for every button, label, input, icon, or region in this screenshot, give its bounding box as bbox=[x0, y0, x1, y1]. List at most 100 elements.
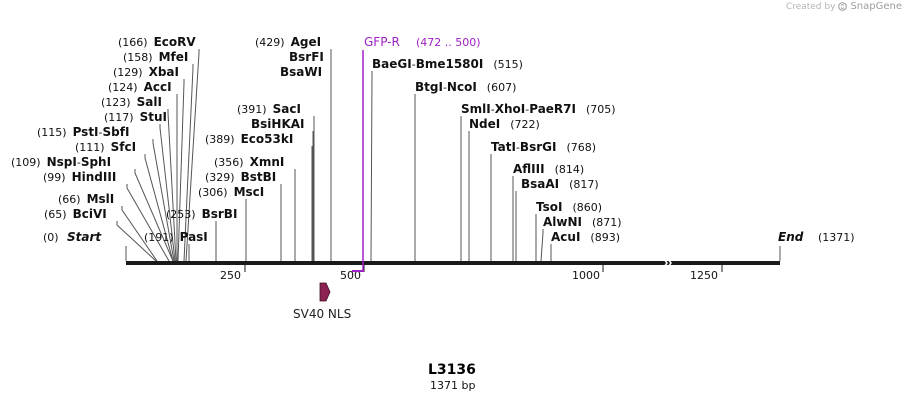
site-agei[interactable]: (429) AgeI bbox=[255, 35, 321, 49]
site-position: (123) bbox=[101, 96, 131, 109]
site-position: (109) bbox=[11, 156, 41, 169]
site-separator: - bbox=[77, 156, 81, 169]
site-position: (253) bbox=[166, 208, 196, 221]
snapgene-logo-icon bbox=[838, 2, 848, 11]
cut-line bbox=[116, 221, 157, 262]
enzyme-name: SphI bbox=[81, 155, 111, 169]
site-tati-bsrgi[interactable]: TatI - BsrGI (768) bbox=[491, 140, 596, 154]
cut-line bbox=[134, 169, 174, 262]
site-position: (329) bbox=[205, 171, 235, 184]
enzyme-name: BsrBI bbox=[202, 207, 238, 221]
site-position: (66) bbox=[58, 193, 81, 206]
snapgene-credit: Created by SnapGene bbox=[786, 1, 902, 12]
site-psti-sbfi[interactable]: (115) PstI - SbfI bbox=[37, 125, 129, 139]
map-length: 1371 bp bbox=[430, 379, 475, 392]
site-afliii[interactable]: AflIII (814) bbox=[513, 162, 584, 176]
tick-500: 500 bbox=[340, 269, 361, 282]
backbone-break bbox=[663, 258, 672, 268]
feature-arrow-icon bbox=[319, 282, 331, 302]
enzyme-name: SalI bbox=[137, 95, 162, 109]
enzyme-name: XbaI bbox=[149, 65, 179, 79]
enzyme-name: MfeI bbox=[159, 50, 189, 64]
enzyme-name: XmnI bbox=[250, 155, 285, 169]
site-eco53ki[interactable]: (389) Eco53kI bbox=[205, 132, 293, 146]
credit-brand: SnapGene bbox=[850, 1, 902, 12]
enzyme-name: AflIII bbox=[513, 162, 545, 176]
site-bcivi[interactable]: (65) BciVI bbox=[44, 207, 107, 221]
enzyme-name: BsiHKAI bbox=[251, 117, 305, 131]
cut-line bbox=[167, 109, 177, 262]
site-btgi-ncoi[interactable]: BtgI - NcoI (607) bbox=[415, 80, 516, 94]
site-bsaai[interactable]: BsaAI (817) bbox=[521, 177, 599, 191]
site-tsoi[interactable]: TsoI (860) bbox=[536, 200, 602, 214]
site-ndei[interactable]: NdeI (722) bbox=[469, 117, 540, 131]
site-separator: - bbox=[516, 141, 520, 154]
site-sfci[interactable]: (111) SfcI bbox=[75, 140, 136, 154]
enzyme-name: NdeI bbox=[469, 117, 500, 131]
site-position: (117) bbox=[104, 111, 134, 124]
site-position: (65) bbox=[44, 208, 67, 221]
site-pasi[interactable]: (191) PasI bbox=[144, 230, 208, 244]
site-position: (306) bbox=[198, 186, 228, 199]
enzyme-name: TatI bbox=[491, 140, 516, 154]
enzyme-name: SacI bbox=[273, 102, 301, 116]
cut-line bbox=[152, 139, 175, 262]
site-bsrfi[interactable]: BsrFI bbox=[289, 50, 324, 64]
site-position: (356) bbox=[214, 156, 244, 169]
site-bsrbi[interactable]: (253) BsrBI bbox=[166, 207, 237, 221]
start-label: Start bbox=[67, 230, 102, 244]
site-bsihkai[interactable]: BsiHKAI bbox=[251, 117, 305, 131]
enzyme-name: SmlI bbox=[461, 102, 491, 116]
cut-line bbox=[126, 184, 170, 262]
enzyme-name: StuI bbox=[140, 110, 167, 124]
enzyme-name: XhoI bbox=[495, 102, 526, 116]
cut-line bbox=[121, 206, 158, 262]
enzyme-name: BtgI bbox=[415, 80, 443, 94]
site-xbai[interactable]: (129) XbaI bbox=[113, 65, 179, 79]
site-msci[interactable]: (306) MscI bbox=[198, 185, 264, 199]
site-hindiii[interactable]: (99) HindIII bbox=[43, 170, 116, 184]
site-xmni[interactable]: (356) XmnI bbox=[214, 155, 284, 169]
site-ecorv[interactable]: (166) EcoRV bbox=[118, 35, 196, 49]
site-acui[interactable]: AcuI (893) bbox=[551, 230, 620, 244]
site-position: (129) bbox=[113, 66, 143, 79]
site-nspi-sphi[interactable]: (109) NspI - SphI bbox=[11, 155, 111, 169]
enzyme-name: AcuI bbox=[551, 230, 580, 244]
enzyme-name: AgeI bbox=[291, 35, 321, 49]
primer-range: (472 .. 500) bbox=[416, 36, 481, 49]
site-position: (860) bbox=[572, 201, 602, 214]
site-stui[interactable]: (117) StuI bbox=[104, 110, 167, 124]
site-smli-xhoi-paer7i[interactable]: SmlI - XhoI - PaeR7I (705) bbox=[461, 102, 616, 116]
site-baegi-bme1580i[interactable]: BaeGI - Bme1580I (515) bbox=[372, 57, 523, 71]
site-position: (705) bbox=[586, 103, 616, 116]
tick-1000: 1000 bbox=[572, 269, 600, 282]
site-bstbi[interactable]: (329) BstBI bbox=[205, 170, 276, 184]
site-position: (111) bbox=[75, 141, 105, 154]
site-mfei[interactable]: (158) MfeI bbox=[123, 50, 188, 64]
site-saci[interactable]: (391) SacI bbox=[237, 102, 301, 116]
start-pos: (0) bbox=[43, 231, 59, 244]
site-separator: - bbox=[491, 103, 495, 116]
site-position: (429) bbox=[255, 36, 285, 49]
enzyme-name: Eco53kI bbox=[241, 132, 294, 146]
site-position: (389) bbox=[205, 133, 235, 146]
cut-line bbox=[183, 64, 194, 262]
enzyme-name: BsrGI bbox=[520, 140, 557, 154]
site-position: (607) bbox=[487, 81, 517, 94]
site-msli[interactable]: (66) MslI bbox=[58, 192, 114, 206]
primer-gfp-r[interactable]: GFP-R (472 .. 500) bbox=[352, 35, 481, 272]
feature-sv40-nls[interactable]: SV40 NLS bbox=[293, 282, 351, 321]
site-position: (124) bbox=[108, 81, 138, 94]
enzyme-name: BaeGI bbox=[372, 57, 412, 71]
site-sali[interactable]: (123) SalI bbox=[101, 95, 162, 109]
site-position: (817) bbox=[569, 178, 599, 191]
enzyme-name: MslI bbox=[87, 192, 115, 206]
site-alwni[interactable]: AlwNI (871) bbox=[543, 215, 622, 229]
site-position: (191) bbox=[144, 231, 174, 244]
site-bsawi[interactable]: BsaWI bbox=[280, 65, 322, 79]
enzyme-name: NcoI bbox=[447, 80, 477, 94]
site-acci[interactable]: (124) AccI bbox=[108, 80, 172, 94]
site-position: (722) bbox=[510, 118, 540, 131]
feature-name: SV40 NLS bbox=[293, 307, 351, 321]
